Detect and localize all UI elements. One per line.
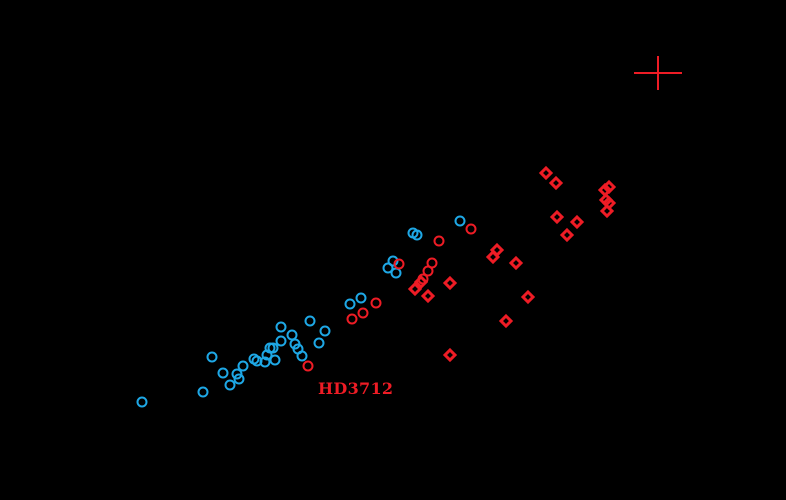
- data-point: [237, 360, 249, 372]
- data-point: [382, 262, 394, 274]
- data-point: [206, 351, 218, 363]
- data-point: [548, 175, 564, 191]
- data-point: [559, 227, 575, 243]
- data-point: [313, 337, 325, 349]
- data-point: [520, 289, 536, 305]
- data-point: [275, 335, 287, 347]
- data-point: [197, 386, 209, 398]
- data-point: [275, 321, 287, 333]
- series-blue-circles: [136, 215, 466, 408]
- data-point: [442, 275, 458, 291]
- data-point: [407, 281, 423, 297]
- data-point: [224, 379, 236, 391]
- data-point: [231, 368, 243, 380]
- data-point: [390, 267, 402, 279]
- data-point: [465, 223, 477, 235]
- series-red-diamonds: [407, 165, 617, 363]
- data-point: [286, 329, 298, 341]
- data-point: [233, 373, 245, 385]
- data-point: [569, 214, 585, 230]
- data-point: [269, 354, 281, 366]
- data-point: [454, 215, 466, 227]
- data-point: [296, 350, 308, 362]
- data-point: [136, 396, 148, 408]
- data-point: [267, 342, 279, 354]
- data-point: [302, 360, 314, 372]
- data-point: [601, 179, 617, 195]
- data-point: [344, 298, 356, 310]
- data-point: [599, 203, 615, 219]
- data-point: [355, 292, 367, 304]
- data-point: [387, 255, 399, 267]
- annotation-hd3712: HD3712: [318, 379, 394, 398]
- error-bar-cross: [634, 56, 682, 90]
- data-point: [442, 347, 458, 363]
- data-point: [217, 367, 229, 379]
- series-red-circles: [302, 223, 477, 372]
- data-point: [411, 229, 423, 241]
- data-point: [304, 315, 316, 327]
- data-point: [357, 307, 369, 319]
- data-point: [413, 274, 429, 290]
- data-point: [370, 297, 382, 309]
- data-point: [346, 313, 358, 325]
- data-point: [549, 209, 565, 225]
- data-point: [393, 258, 405, 270]
- data-point: [259, 356, 271, 368]
- data-point: [420, 288, 436, 304]
- data-point: [538, 165, 554, 181]
- data-point: [489, 242, 505, 258]
- data-point: [498, 313, 514, 329]
- data-point: [508, 255, 524, 271]
- data-point: [433, 235, 445, 247]
- data-point: [426, 257, 438, 269]
- data-point: [319, 325, 331, 337]
